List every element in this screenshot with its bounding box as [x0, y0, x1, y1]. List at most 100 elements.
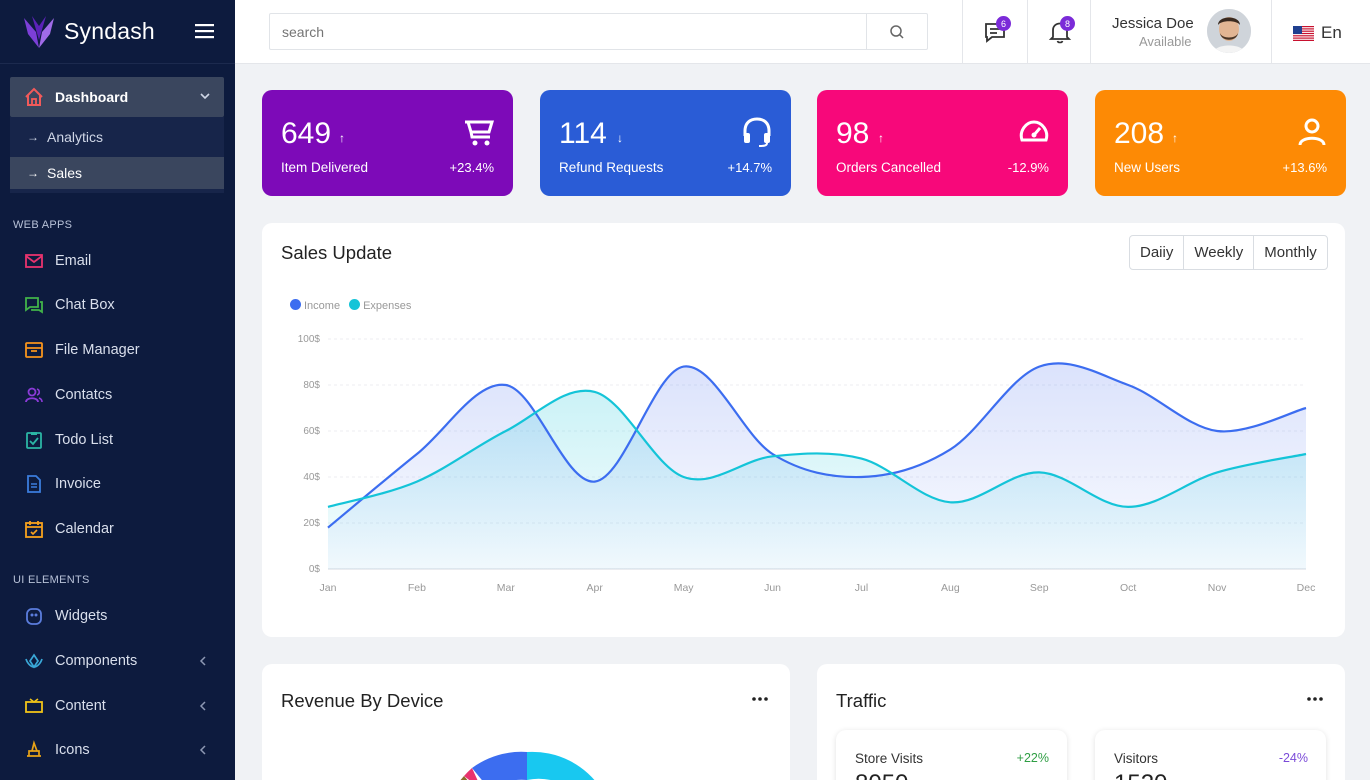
divider	[1027, 0, 1028, 64]
more-options-icon[interactable]	[1307, 697, 1323, 701]
sidebar-item-todo-list[interactable]: Todo List	[24, 425, 224, 455]
sidebar-item-content[interactable]: Content	[24, 691, 224, 721]
traffic-card-visitors: Visitors -24% 1520	[1095, 730, 1326, 780]
notifications-button[interactable]: 8	[1048, 16, 1075, 44]
sidebar-item-label: Content	[55, 698, 106, 714]
stat-percent: +13.6%	[1282, 160, 1327, 175]
stat-title: Item Delivered	[281, 160, 369, 175]
traffic-value: 1520	[1114, 770, 1167, 780]
sidebar-item-label: Widgets	[55, 608, 108, 624]
legend-income[interactable]: Income	[290, 299, 340, 312]
avatar[interactable]	[1207, 9, 1251, 53]
x-tick-label: Mar	[497, 582, 516, 594]
panel-title: Sales Update	[281, 242, 393, 263]
x-tick-label: Oct	[1120, 582, 1136, 594]
stat-card-orders-cancelled: 98 ↑ Orders Cancelled -12.9%	[817, 90, 1068, 196]
sidebar-subitem-analytics[interactable]: → Analytics	[10, 121, 224, 153]
tab-monthly[interactable]: Monthly	[1264, 244, 1317, 261]
series-line-income	[327, 362, 1307, 529]
sidebar-item-chat-box[interactable]: Chat Box	[24, 290, 224, 320]
user-status: Available	[1139, 34, 1192, 49]
x-tick-label: Jan	[320, 582, 337, 594]
sidebar-item-contacts[interactable]: Contatcs	[24, 380, 224, 410]
x-tick-label: Feb	[408, 582, 426, 594]
x-tick-label: Aug	[941, 582, 960, 594]
arrow-right-icon: →	[27, 130, 39, 144]
topbar: 6 8 Jessica Doe Available En	[235, 0, 1370, 64]
stat-percent: +14.7%	[727, 160, 772, 175]
chevron-down-icon	[200, 93, 210, 100]
arrow-up-icon: ↑	[878, 131, 884, 145]
user-name: Jessica Doe	[1112, 15, 1194, 32]
tab-weekly[interactable]: Weekly	[1184, 236, 1255, 269]
mail-icon	[25, 254, 43, 268]
divider	[962, 0, 963, 64]
content-icon	[25, 698, 43, 713]
y-tick-label: 20$	[303, 518, 320, 529]
sidebar-item-components[interactable]: Components	[24, 646, 224, 676]
sidebar-item-label: Calendar	[55, 521, 114, 537]
us-flag-icon	[1293, 25, 1314, 41]
section-web-apps: WEB APPS	[13, 219, 73, 231]
headphones-icon	[743, 117, 771, 147]
stat-card-new-users: 208 ↑ New Users +13.6%	[1095, 90, 1346, 196]
archive-icon	[25, 342, 43, 358]
search-bar	[269, 13, 928, 50]
chevron-left-icon	[199, 656, 206, 666]
series-line-expenses	[327, 389, 1307, 509]
search-button[interactable]	[866, 14, 927, 49]
sales-chart: 0$ 20$ 40$ 60$ 80$ 100$ Jan Feb Mar Apr May Jun Jul A…	[298, 334, 1316, 594]
legend-expenses[interactable]: Expenses	[349, 299, 411, 312]
period-toggle: Daiiy Weekly Monthly	[1129, 235, 1328, 270]
stat-title: Refund Requests	[559, 160, 664, 175]
stat-percent: +23.4%	[449, 160, 494, 175]
widgets-icon	[26, 608, 42, 625]
divider	[1090, 0, 1091, 64]
tab-daily[interactable]: Daiiy	[1130, 236, 1185, 269]
arrow-right-icon: →	[27, 166, 39, 180]
sidebar-item-icons[interactable]: Icons	[24, 735, 224, 765]
sidebar-item-dashboard[interactable]: Dashboard	[10, 77, 224, 117]
sidebar-item-file-manager[interactable]: File Manager	[24, 335, 224, 365]
language-selector[interactable]: En	[1293, 23, 1342, 43]
speedometer-icon	[1019, 120, 1049, 142]
sidebar-item-label: Contatcs	[55, 387, 113, 403]
y-tick-label: 0$	[309, 564, 321, 575]
sidebar-item-invoice[interactable]: Invoice	[24, 469, 224, 499]
stat-value: 98	[836, 117, 870, 150]
sidebar-item-label: Icons	[55, 742, 90, 758]
brand-name: Syndash	[64, 18, 155, 44]
y-tick-label: 40$	[303, 472, 320, 483]
x-tick-label: Nov	[1208, 582, 1227, 594]
stat-card-refund-requests: 114 ↓ Refund Requests +14.7%	[540, 90, 791, 196]
sidebar-item-email[interactable]: Email	[24, 246, 224, 276]
chart-legend: Income Expenses	[290, 299, 411, 312]
device-donut-chart	[460, 751, 595, 780]
sidebar-subitem-label: Sales	[47, 165, 83, 181]
sidebar-subitem-sales[interactable]: → Sales	[10, 157, 224, 189]
section-ui-elements: UI ELEMENTS	[13, 574, 90, 586]
traffic-percent: -24%	[1278, 751, 1308, 765]
traffic-label: Store Visits	[855, 751, 924, 766]
sidebar-item-widgets[interactable]: Widgets	[24, 601, 224, 631]
search-input[interactable]	[270, 14, 866, 49]
brand: Syndash	[0, 0, 235, 64]
panel-title: Revenue By Device	[281, 690, 444, 711]
user-icon	[1298, 118, 1326, 146]
x-tick-label: Jul	[855, 582, 868, 594]
calendar-icon	[25, 521, 43, 538]
sidebar-subitem-label: Analytics	[47, 129, 104, 145]
sidebar-item-label: Invoice	[55, 476, 101, 492]
y-tick-label: 60$	[303, 426, 320, 437]
messages-button[interactable]: 6	[984, 16, 1011, 44]
area-expenses	[328, 390, 1306, 569]
y-tick-label: 80$	[303, 380, 320, 391]
x-tick-label: May	[674, 582, 695, 594]
stat-title: New Users	[1114, 160, 1181, 175]
hamburger-menu-icon[interactable]	[195, 23, 214, 39]
traffic-percent: +22%	[1016, 751, 1049, 765]
stat-card-item-delivered: 649 ↑ Item Delivered +23.4%	[262, 90, 513, 196]
more-options-icon[interactable]	[752, 697, 768, 701]
sidebar-item-calendar[interactable]: Calendar	[24, 514, 224, 544]
arrow-down-icon: ↓	[617, 131, 623, 145]
